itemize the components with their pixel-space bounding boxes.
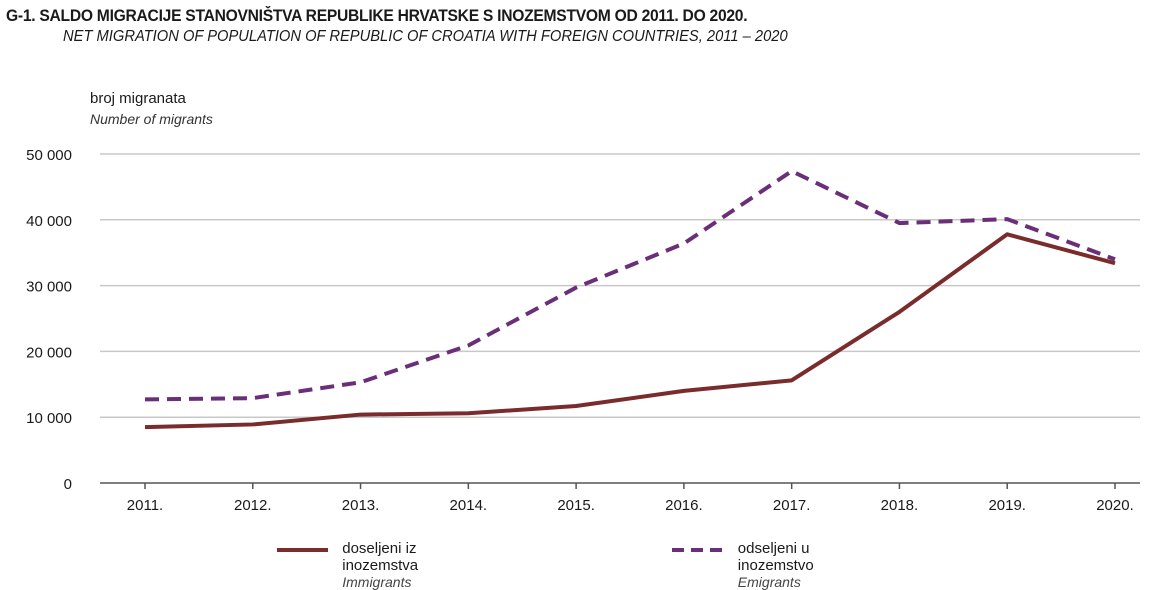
legend-label-immigrants-hr: doseljeni iz inozemstva xyxy=(342,540,419,574)
y-tick-label: 30 000 xyxy=(26,279,72,296)
x-tick-label: 2016. xyxy=(665,497,703,514)
x-tick-label: 2011. xyxy=(127,497,163,514)
x-tick-label: 2020. xyxy=(1096,497,1134,514)
legend-item-emigrants: odseljeni u inozemstvo Emigrants xyxy=(670,540,840,590)
legend-label-immigrants-en: Immigrants xyxy=(342,574,412,590)
x-tick-label: 2018. xyxy=(881,497,919,514)
x-tick-label: 2015. xyxy=(557,497,595,514)
chart-title-block: G-1. SALDO MIGRACIJE STANOVNIŠTVA REPUBL… xyxy=(6,6,851,46)
legend-swatch-immigrants xyxy=(277,548,329,552)
x-tick-label: 2013. xyxy=(342,497,380,514)
y-axis-label-hr: broj migranata xyxy=(90,90,186,107)
series-line-emigrants xyxy=(144,169,1116,402)
x-tick-label: 2014. xyxy=(450,497,488,514)
y-tick-label: 50 000 xyxy=(26,147,72,164)
chart-subtitle: NET MIGRATION OF POPULATION OF REPUBLIC … xyxy=(63,28,788,45)
x-tick-label: 2017. xyxy=(773,497,811,514)
x-tick-label: 2012. xyxy=(234,497,272,514)
series-line-immigrants xyxy=(144,232,1116,430)
chart-title: G-1. SALDO MIGRACIJE STANOVNIŠTVA REPUBL… xyxy=(6,6,748,25)
legend-label-emigrants-hr: odseljeni u inozemstvo xyxy=(737,540,814,574)
y-axis-label-en: Number of migrants xyxy=(90,111,213,127)
y-axis-label: broj migranata Number of migrants xyxy=(90,90,213,127)
legend-swatch-emigrants xyxy=(672,548,724,552)
x-tick-label: 2019. xyxy=(988,497,1026,514)
legend-item-immigrants: doseljeni iz inozemstva Immigrants xyxy=(275,540,445,590)
y-tick-label: 40 000 xyxy=(26,213,72,230)
y-tick-label: 0 xyxy=(64,476,72,493)
legend-label-emigrants-en: Emigrants xyxy=(737,574,801,590)
y-tick-label: 20 000 xyxy=(26,344,72,361)
y-tick-label: 10 000 xyxy=(26,410,72,427)
